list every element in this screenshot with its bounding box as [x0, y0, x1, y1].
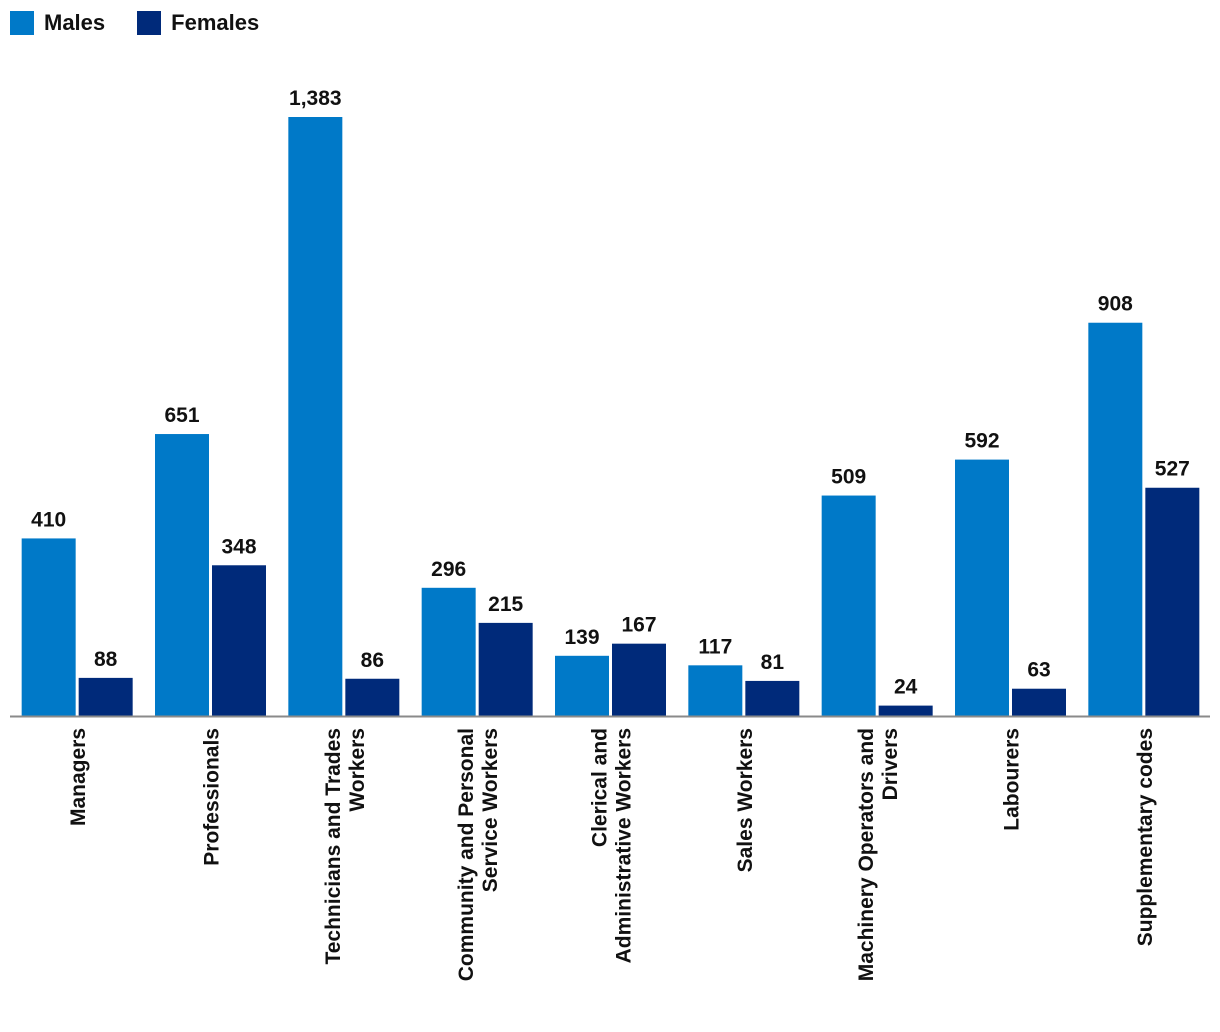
- category-label-line: Service Workers: [479, 728, 502, 892]
- category-label-line: Supplementary codes: [1134, 728, 1157, 946]
- data-label-females-3: 215: [488, 593, 523, 616]
- bar-females-0: [78, 677, 133, 716]
- data-label-females-0: 88: [94, 648, 118, 671]
- data-label-males-3: 296: [431, 558, 466, 581]
- bar-males-5: [688, 665, 743, 716]
- bar-males-2: [288, 117, 343, 716]
- legend: Males Females: [10, 10, 291, 36]
- category-label-line: Machinery Operators and: [855, 728, 878, 981]
- category-label-7: Labourers: [1001, 728, 1024, 831]
- legend-item-males: Males: [10, 10, 105, 36]
- data-label-females-5: 81: [761, 651, 785, 674]
- data-label-females-7: 63: [1027, 659, 1050, 682]
- bar-males-8: [1088, 322, 1143, 716]
- bar-females-1: [212, 565, 266, 716]
- category-label-1: Professionals: [201, 728, 224, 866]
- category-label-line: Community and Personal: [455, 728, 478, 981]
- data-label-females-4: 167: [621, 614, 656, 637]
- data-label-males-6: 509: [831, 466, 866, 489]
- category-label-4: Clerical and Administrative Workers: [589, 728, 636, 963]
- bar-females-8: [1145, 487, 1200, 716]
- data-label-males-7: 592: [964, 430, 999, 453]
- data-label-males-2: 1,383: [289, 87, 342, 110]
- category-label-line: Drivers: [879, 728, 902, 800]
- category-label-6: Machinery Operators and Drivers: [855, 728, 902, 981]
- category-label-line: Sales Workers: [734, 728, 757, 872]
- data-label-females-1: 348: [221, 535, 256, 558]
- category-label-0: Managers: [67, 728, 90, 826]
- data-label-males-4: 139: [564, 626, 599, 649]
- bar-females-2: [345, 678, 400, 716]
- data-label-females-8: 527: [1155, 458, 1190, 481]
- bar-males-7: [955, 459, 1009, 716]
- category-label-line: Clerical and: [589, 728, 612, 847]
- category-label-line: Managers: [67, 728, 90, 826]
- category-label-line: Workers: [346, 728, 369, 812]
- data-label-males-8: 908: [1098, 293, 1133, 316]
- bar-males-0: [21, 538, 76, 716]
- category-label-line: Labourers: [1001, 728, 1024, 831]
- category-label-3: Community and Personal Service Workers: [455, 728, 502, 981]
- legend-swatch-males: [10, 11, 34, 35]
- category-label-line: Professionals: [201, 728, 224, 866]
- data-label-males-1: 651: [164, 404, 199, 427]
- data-label-males-5: 117: [698, 635, 732, 658]
- data-label-males-0: 410: [31, 508, 66, 531]
- category-label-line: Administrative Workers: [613, 728, 636, 963]
- bar-males-3: [421, 587, 476, 716]
- legend-swatch-females: [137, 11, 162, 35]
- legend-label-males: Males: [44, 10, 106, 35]
- bar-males-6: [821, 495, 876, 716]
- data-label-females-6: 24: [894, 676, 918, 699]
- bar-females-7: [1012, 688, 1066, 716]
- data-label-females-2: 86: [361, 649, 384, 672]
- legend-item-females: Females: [137, 10, 259, 36]
- category-label-line: Technicians and Trades: [322, 728, 345, 965]
- bar-males-1: [155, 434, 209, 716]
- bar-females-3: [478, 622, 533, 716]
- bar-females-5: [745, 680, 800, 716]
- bar-females-4: [612, 643, 666, 716]
- bar-males-4: [555, 655, 609, 716]
- legend-label-females: Females: [171, 10, 260, 35]
- category-label-8: Supplementary codes: [1134, 728, 1157, 946]
- category-label-5: Sales Workers: [734, 728, 757, 872]
- category-label-2: Technicians and Trades Workers: [322, 728, 369, 965]
- bar-females-6: [878, 705, 933, 716]
